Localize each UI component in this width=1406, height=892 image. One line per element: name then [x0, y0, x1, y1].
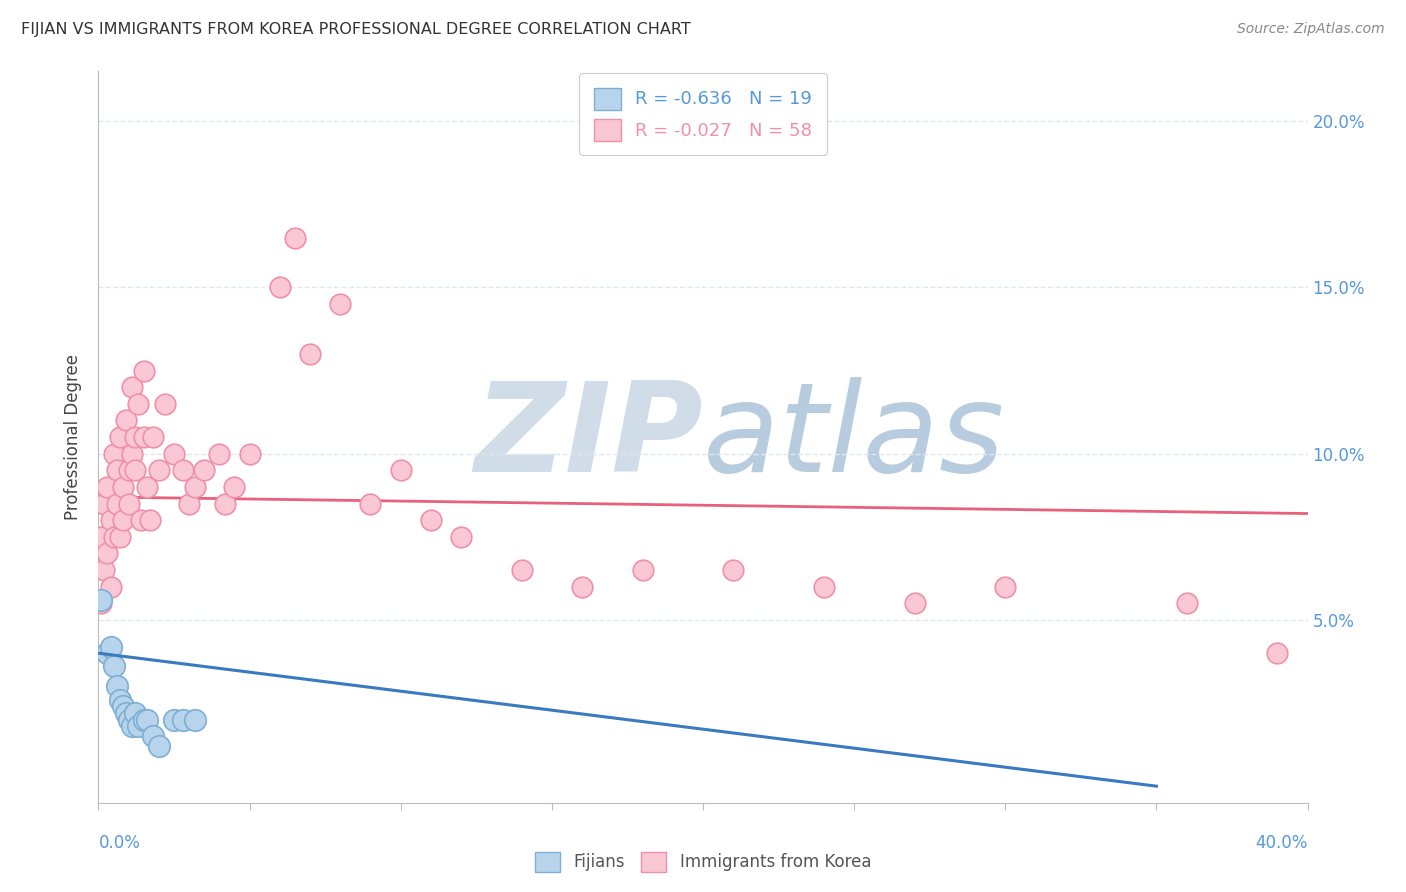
Point: [208, 447, 231, 461]
Point: [179, 497, 201, 511]
Text: FIJIAN VS IMMIGRANTS FROM KOREA PROFESSIONAL DEGREE CORRELATION CHART: FIJIAN VS IMMIGRANTS FROM KOREA PROFESSI…: [21, 22, 690, 37]
Point: [96, 546, 118, 560]
Text: ZIP: ZIP: [474, 376, 703, 498]
Point: [96, 646, 118, 660]
Point: [100, 513, 122, 527]
Point: [214, 497, 236, 511]
Point: [142, 729, 165, 743]
Point: [299, 347, 322, 361]
Text: atlas: atlas: [703, 376, 1005, 498]
Point: [153, 397, 176, 411]
Point: [420, 513, 443, 527]
Point: [127, 397, 149, 411]
Point: [904, 596, 927, 610]
Y-axis label: Professional Degree: Professional Degree: [65, 354, 83, 520]
Legend: Fijians, Immigrants from Korea: Fijians, Immigrants from Korea: [529, 845, 877, 879]
Point: [93, 497, 115, 511]
Point: [111, 699, 134, 714]
Point: [193, 463, 215, 477]
Point: [994, 580, 1017, 594]
Point: [121, 719, 143, 733]
Point: [631, 563, 654, 577]
Point: [111, 513, 134, 527]
Point: [121, 380, 143, 394]
Point: [124, 706, 146, 720]
Point: [1175, 596, 1198, 610]
Point: [148, 463, 170, 477]
Point: [103, 447, 125, 461]
Point: [510, 563, 533, 577]
Point: [124, 430, 146, 444]
Point: [389, 463, 412, 477]
Point: [114, 413, 136, 427]
Point: [163, 713, 186, 727]
Text: Source: ZipAtlas.com: Source: ZipAtlas.com: [1237, 22, 1385, 37]
Point: [132, 363, 155, 377]
Point: [103, 530, 125, 544]
Point: [93, 563, 115, 577]
Point: [103, 659, 125, 673]
Point: [108, 430, 131, 444]
Point: [172, 463, 194, 477]
Point: [108, 692, 131, 706]
Point: [90, 593, 112, 607]
Point: [105, 680, 128, 694]
Point: [135, 713, 157, 727]
Point: [90, 530, 112, 544]
Point: [139, 513, 162, 527]
Point: [129, 513, 152, 527]
Point: [105, 497, 128, 511]
Point: [127, 719, 149, 733]
Point: [1267, 646, 1289, 660]
Point: [148, 739, 170, 754]
Text: 40.0%: 40.0%: [1256, 834, 1308, 852]
Point: [118, 463, 141, 477]
Point: [124, 463, 146, 477]
Point: [118, 497, 141, 511]
Point: [100, 640, 122, 654]
Point: [723, 563, 745, 577]
Point: [142, 430, 165, 444]
Point: [172, 713, 194, 727]
Point: [111, 480, 134, 494]
Point: [108, 530, 131, 544]
Point: [105, 463, 128, 477]
Point: [100, 580, 122, 594]
Point: [184, 480, 207, 494]
Point: [132, 713, 155, 727]
Point: [135, 480, 157, 494]
Point: [284, 230, 307, 244]
Point: [163, 447, 186, 461]
Point: [239, 447, 262, 461]
Point: [132, 430, 155, 444]
Point: [360, 497, 382, 511]
Point: [90, 596, 112, 610]
Point: [571, 580, 593, 594]
Point: [813, 580, 835, 594]
Point: [224, 480, 246, 494]
Point: [329, 297, 352, 311]
Point: [96, 480, 118, 494]
Point: [450, 530, 472, 544]
Point: [269, 280, 291, 294]
Text: 0.0%: 0.0%: [98, 834, 141, 852]
Point: [118, 713, 141, 727]
Point: [184, 713, 207, 727]
Point: [114, 706, 136, 720]
Point: [121, 447, 143, 461]
